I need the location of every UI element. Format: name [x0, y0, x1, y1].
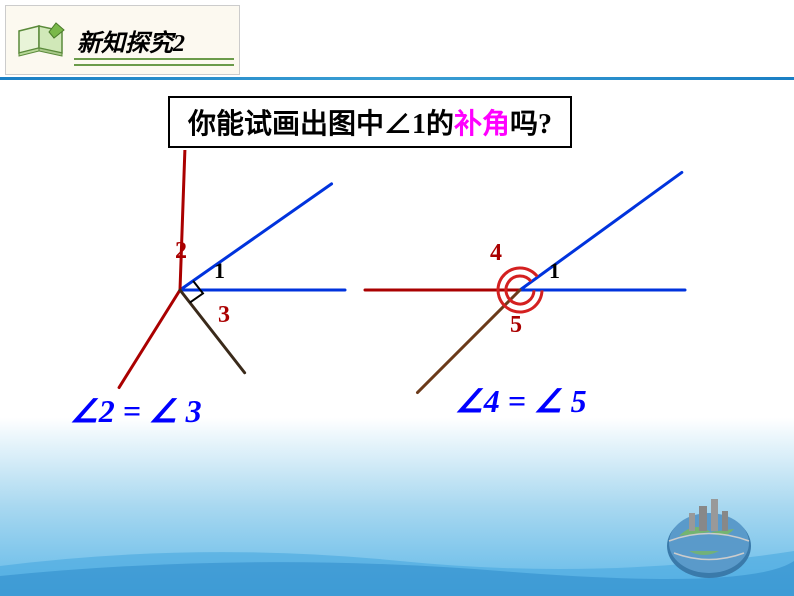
header-title-number: 2	[173, 31, 185, 57]
question-suffix: 吗?	[510, 109, 552, 140]
question-prefix: 你能试画出图中∠1的	[188, 109, 454, 140]
question-highlight: 补角	[454, 109, 510, 140]
header-box: 新知探究2	[5, 5, 240, 75]
angle-label-5: 5	[510, 312, 522, 339]
header-title-prefix: 新知探究	[77, 31, 173, 57]
decorative-top-band	[0, 77, 794, 80]
globe-decoration	[649, 481, 769, 581]
angle-label-1: 1	[214, 258, 225, 284]
header-underline-2	[74, 64, 234, 66]
equation-left: ∠2 = ∠ 3	[70, 392, 202, 430]
angle-label-4: 4	[490, 240, 502, 267]
equation-right: ∠4 = ∠ 5	[455, 382, 587, 420]
header-underline-1	[74, 58, 234, 60]
question-box: 你能试画出图中∠1的补角吗?	[168, 96, 572, 148]
angle-label-3: 3	[218, 302, 230, 329]
angle-label-1: 1	[549, 258, 560, 284]
book-icon	[14, 18, 69, 63]
angle-label-2: 2	[175, 238, 187, 265]
header-title: 新知探究2	[77, 23, 185, 58]
